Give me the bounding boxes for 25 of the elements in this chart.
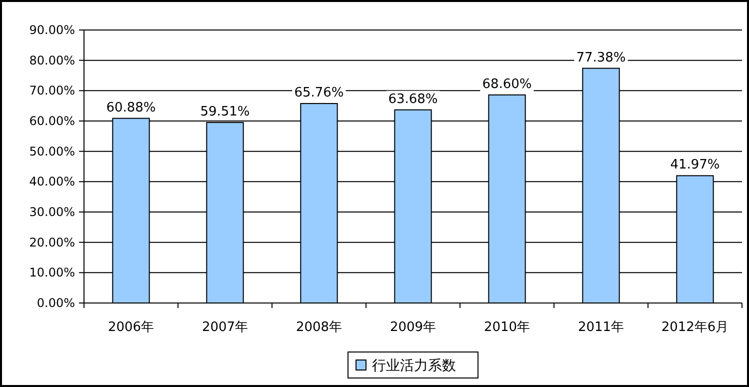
data-label: 60.88% — [106, 100, 156, 116]
x-tick-label: 2012年6月 — [661, 320, 729, 335]
y-tick-label: 0.00% — [36, 296, 75, 310]
x-tick-label: 2008年 — [296, 320, 342, 335]
y-tick-label: 90.00% — [29, 23, 75, 37]
data-label: 77.38% — [576, 50, 626, 66]
y-tick-label: 50.00% — [29, 144, 75, 158]
y-tick-label: 70.00% — [29, 84, 75, 98]
x-tick-label: 2007年 — [202, 320, 248, 335]
y-tick-label: 80.00% — [29, 53, 75, 68]
legend-label: 行业活力系数 — [372, 358, 456, 374]
data-label: 63.68% — [388, 92, 438, 107]
data-label: 68.60% — [482, 76, 532, 92]
x-tick-label: 2010年 — [484, 320, 530, 335]
data-label: 59.51% — [200, 104, 250, 120]
x-tick-label: 2009年 — [390, 320, 436, 335]
data-label: 65.76% — [294, 86, 344, 101]
y-tick-label: 20.00% — [29, 235, 75, 250]
y-tick-label: 60.00% — [29, 114, 75, 128]
y-tick-label: 10.00% — [29, 266, 75, 280]
x-tick-label: 2006年 — [108, 320, 154, 335]
y-tick-label: 30.00% — [29, 205, 75, 219]
x-tick-label: 2011年 — [578, 320, 624, 335]
data-label: 41.97% — [670, 158, 720, 173]
y-tick-label: 40.00% — [29, 174, 75, 189]
